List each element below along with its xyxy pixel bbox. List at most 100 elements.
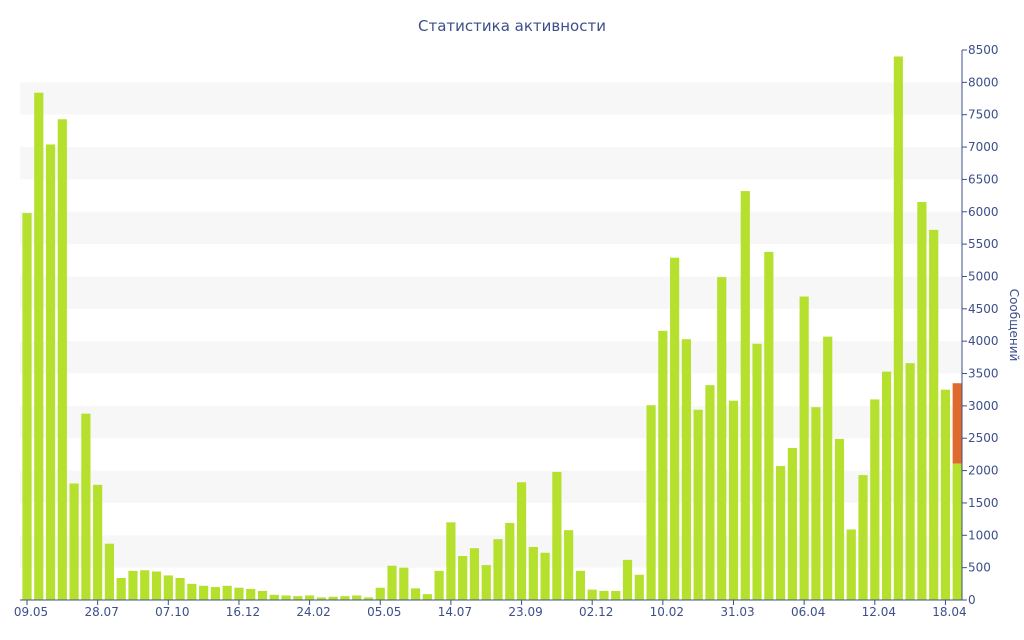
bar xyxy=(422,594,432,600)
bar xyxy=(646,405,656,600)
y-tick-label: 0 xyxy=(968,593,976,607)
grid-band xyxy=(20,276,962,309)
bar xyxy=(728,400,739,600)
x-tick-label: 05.05 xyxy=(367,605,401,619)
bar xyxy=(234,587,244,600)
bar xyxy=(434,570,444,600)
bar xyxy=(670,257,680,600)
bar xyxy=(764,251,774,600)
bar xyxy=(881,371,892,600)
bar xyxy=(705,385,715,600)
x-tick-label: 23.09 xyxy=(508,605,542,619)
bar xyxy=(611,590,621,600)
x-tick-label: 16.12 xyxy=(226,605,260,619)
bar xyxy=(399,567,409,600)
y-tick-label: 8500 xyxy=(968,43,999,57)
bar xyxy=(316,597,326,600)
bar xyxy=(846,529,856,600)
bar xyxy=(116,578,126,600)
bar xyxy=(693,409,703,600)
y-tick-label: 5500 xyxy=(968,237,999,251)
bar xyxy=(811,407,821,600)
x-axis-ticks: 09.05 28.07 07.10 16.12 24.02 05.05 14.07 23.09… xyxy=(14,600,967,619)
x-tick-label: 28.07 xyxy=(84,605,118,619)
bar xyxy=(140,570,150,600)
bar xyxy=(69,483,79,600)
bar xyxy=(940,389,951,600)
y-axis-label: Сообщений xyxy=(1007,289,1021,362)
bar xyxy=(540,552,550,600)
bar xyxy=(352,595,362,600)
bar xyxy=(905,363,915,600)
bar xyxy=(199,585,209,600)
bar xyxy=(34,92,44,601)
bar xyxy=(799,296,809,600)
bar xyxy=(823,336,833,600)
y-tick-label: 3000 xyxy=(968,399,999,413)
bar xyxy=(340,596,350,600)
bar xyxy=(363,597,374,600)
bar xyxy=(717,277,727,600)
bar xyxy=(22,213,32,600)
bar xyxy=(681,339,691,600)
bar xyxy=(893,56,903,601)
grid-band xyxy=(20,211,962,245)
x-tick-label: 07.10 xyxy=(155,605,189,619)
y-tick-label: 1000 xyxy=(968,528,999,542)
bar xyxy=(387,565,397,600)
y-tick-label: 500 xyxy=(968,561,991,575)
bar xyxy=(622,559,633,600)
bar xyxy=(552,471,562,600)
y-tick-label: 7000 xyxy=(968,140,999,154)
bar xyxy=(493,539,503,600)
x-tick-label: 24.02 xyxy=(296,605,330,619)
bar xyxy=(128,570,138,600)
bar-highlight xyxy=(952,383,962,464)
bar xyxy=(93,484,103,600)
bar xyxy=(776,466,786,600)
x-tick-label: 06.04 xyxy=(791,605,825,619)
y-tick-label: 6000 xyxy=(968,205,999,219)
bar xyxy=(246,589,256,600)
bar xyxy=(516,482,527,600)
bar xyxy=(45,144,56,600)
x-tick-label: 18.04 xyxy=(932,605,966,619)
y-tick-label: 8000 xyxy=(968,75,999,89)
bar xyxy=(658,330,668,600)
y-tick-label: 5000 xyxy=(968,269,999,283)
bar xyxy=(481,565,491,600)
x-tick-label: 09.05 xyxy=(14,605,48,619)
y-tick-label: 3500 xyxy=(968,367,999,381)
grid-band xyxy=(20,470,962,503)
bar xyxy=(599,590,609,600)
bar xyxy=(870,399,880,600)
bar xyxy=(458,556,468,600)
x-tick-label: 02.12 xyxy=(579,605,613,619)
y-axis-ticks: 0 500 1000 1500 2000 2500 3000 3500 4000 4500 5000… xyxy=(962,43,999,607)
x-tick-label: 12.04 xyxy=(862,605,896,619)
bar xyxy=(81,413,91,600)
bar xyxy=(328,596,338,600)
bar xyxy=(446,522,456,600)
bar xyxy=(187,583,197,600)
y-tick-label: 4500 xyxy=(968,302,999,316)
grid-band xyxy=(20,535,962,568)
bar xyxy=(564,530,574,600)
x-tick-label: 31.03 xyxy=(720,605,754,619)
bar xyxy=(257,590,268,600)
y-tick-label: 1500 xyxy=(968,496,999,510)
grid-band xyxy=(20,147,962,180)
y-tick-label: 6500 xyxy=(968,172,999,186)
bar xyxy=(281,595,291,600)
bar xyxy=(163,575,173,600)
y-tick-label: 2500 xyxy=(968,431,999,445)
grid-band xyxy=(20,341,962,374)
bar xyxy=(575,570,586,600)
bar xyxy=(787,447,797,600)
grid-band xyxy=(20,82,962,115)
bar xyxy=(269,594,279,600)
bar xyxy=(57,119,67,600)
bar xyxy=(210,587,220,600)
bar xyxy=(505,523,515,600)
